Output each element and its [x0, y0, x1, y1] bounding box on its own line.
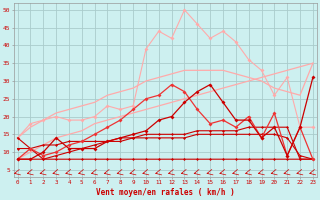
- X-axis label: Vent moyen/en rafales ( km/h ): Vent moyen/en rafales ( km/h ): [96, 188, 235, 197]
